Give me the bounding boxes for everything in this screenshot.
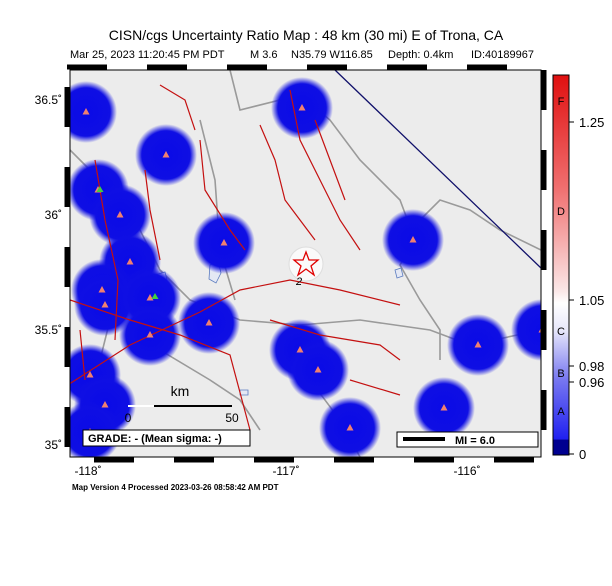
intensity-text: MI = 6.0 [455,435,495,447]
colorbar-letter: A [557,406,565,418]
coverage-circle [511,299,541,361]
scale-unit: km [171,383,190,399]
colorbar-letter: D [557,206,565,218]
axis-labels: 36.5˚ 36˚ 35.5˚ 35˚ -118˚ -117˚ -116˚ [35,93,481,478]
subtitle-part: N35.79 W116.85 [291,49,373,61]
station [440,404,448,411]
colorbar-letter: F [558,96,565,108]
longitude-label: -118˚ [74,464,101,478]
epicenter-label: 2 [295,276,302,288]
scale-label: 0 [125,411,132,425]
map-area: 2 km 0 50 GRADE: - (Mean sigma: -) MI = … [70,70,541,457]
station [346,424,354,431]
latitude-label: 36˚ [45,208,62,222]
subtitle-part: Mar 25, 2023 11:20:45 PM PDT [70,49,225,61]
subtitle-part: ID:40189967 [471,49,534,61]
footer: Map Version 4 Processed 2023-03-26 08:58… [72,483,279,492]
station [146,331,154,338]
subtitle-part: M 3.6 [250,49,278,61]
station [314,366,322,373]
colorbar-letter: B [557,368,564,380]
epicenter-star [292,250,320,277]
colorbar-letter: C [557,326,565,338]
station [101,401,109,408]
colorbar-tick-label: 0.96 [579,375,604,390]
station [162,151,170,158]
station [98,286,106,293]
station [538,327,541,333]
subtitle-part: Depth: 0.4km [388,49,453,61]
station [220,239,228,246]
colorbar [552,74,570,456]
colorbar-tick-label: 0 [579,447,586,462]
grade-text: GRADE: - (Mean sigma: -) [88,433,222,445]
latitude-label: 35.5˚ [35,323,62,337]
station [101,301,109,308]
station [86,371,94,378]
subtitle: Mar 25, 2023 11:20:45 PM PDT M 3.6 N35.79 … [70,49,534,61]
latitude-label: 36.5˚ [35,93,62,107]
station [82,108,90,115]
latitude-label: 35˚ [45,438,62,452]
colorbar-tick-label: 1.05 [579,293,604,308]
epicenter-halo [288,246,324,282]
station [116,211,124,218]
longitude-label: -116˚ [453,464,480,478]
station [298,104,306,111]
title: CISN/cgs Uncertainty Ratio Map : 48 km (… [109,27,504,43]
station [409,236,417,243]
colorbar-labels: F D C B A 1.25 1.05 0.980.96 0 [557,96,604,462]
colorbar-tick-label: 1.25 [579,115,604,130]
colorbar-tick-label: 0.98 [579,359,604,374]
station [205,319,213,326]
station [96,186,104,192]
station [474,341,482,348]
state-border [334,70,541,269]
faults [70,84,401,431]
map-frame [69,69,542,458]
scale-label: 50 [225,411,239,425]
longitude-label: -117˚ [272,464,299,478]
grade-box [82,429,251,447]
map-frame-ticks [64,64,547,463]
station [296,346,304,353]
coverage-circle [70,81,117,143]
station [126,258,134,265]
intensity-box [396,431,539,448]
station [151,293,159,299]
